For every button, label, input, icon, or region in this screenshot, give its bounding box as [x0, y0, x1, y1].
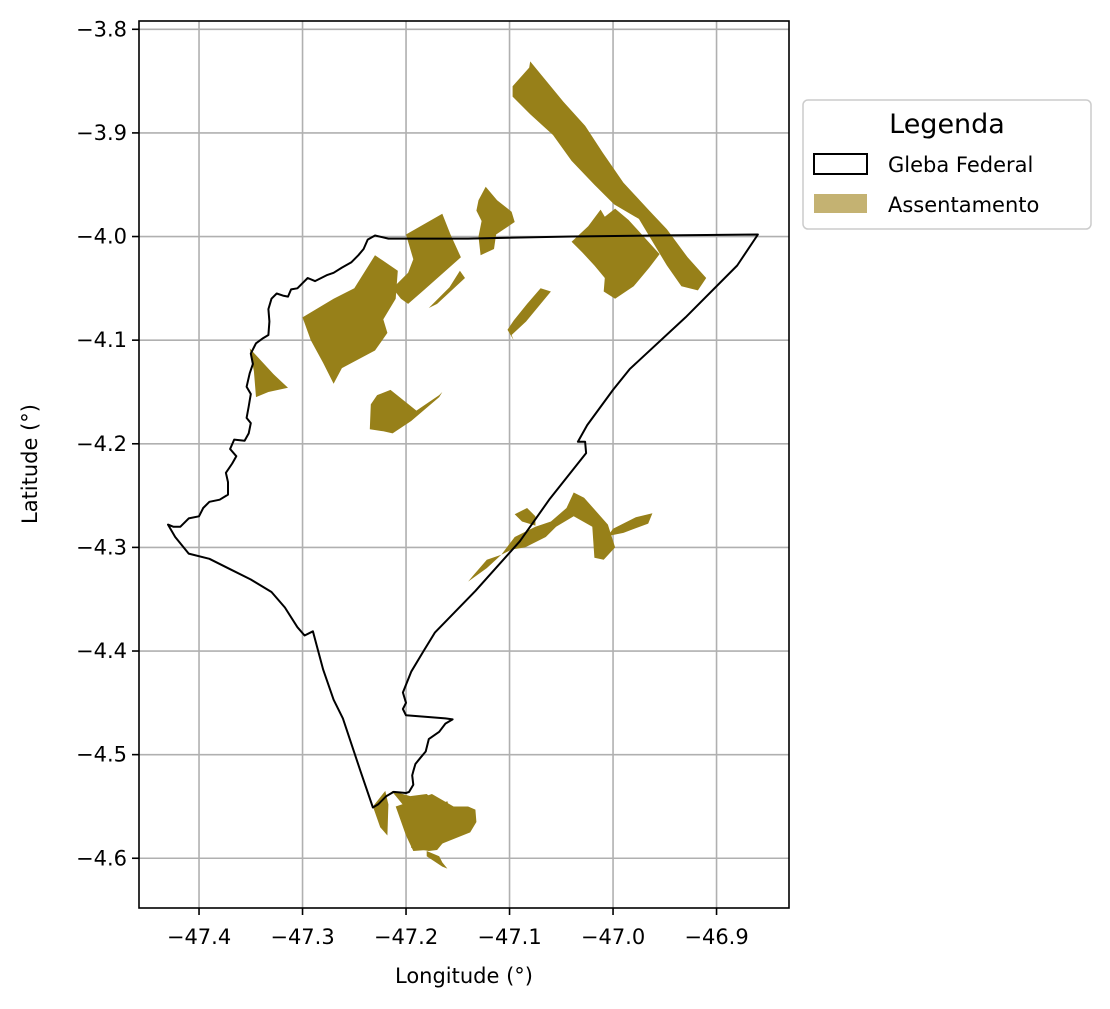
- assentamento-polygon: [302, 255, 398, 384]
- x-tick-label: −47.0: [581, 925, 645, 949]
- legend-swatch-assentamento: [814, 194, 867, 213]
- y-axis-title: Latitude (°): [18, 404, 42, 524]
- assentamento-polygon: [369, 389, 443, 434]
- assentamento-polygon: [426, 851, 448, 869]
- gleba-federal-layer: [167, 233, 759, 809]
- y-axis-ticks: −3.8 −3.9 −4.0 −4.1 −4.2 −4.3 −4.4 −4.5 −4.6: [76, 17, 139, 870]
- assentamento-polygon: [512, 61, 707, 291]
- legend-swatch-gleba-federal: [813, 153, 868, 175]
- assentamento-polygon: [392, 213, 461, 304]
- x-tick-label: −47.4: [167, 925, 231, 949]
- y-tick-label: −4.6: [76, 846, 127, 870]
- x-axis-title: Longitude (°): [395, 964, 533, 988]
- assentamento-polygon: [372, 790, 389, 836]
- y-tick-label: −4.5: [76, 743, 127, 767]
- grid-lines: [139, 21, 789, 908]
- y-tick-label: −4.3: [76, 535, 127, 559]
- x-tick-label: −47.2: [374, 925, 438, 949]
- x-tick-label: −47.1: [477, 925, 541, 949]
- legend: Legenda Gleba Federal Assentamento: [802, 99, 1092, 230]
- assentamento-polygon: [571, 208, 660, 299]
- gleba-federal-boundary: [167, 233, 759, 809]
- assentamento-layer: [249, 61, 707, 869]
- legend-label-gleba-federal: Gleba Federal: [888, 153, 1033, 177]
- x-axis-ticks: −47.4 −47.3 −47.2 −47.1 −47.0 −46.9: [167, 908, 749, 949]
- legend-title: Legenda: [889, 109, 1005, 140]
- assentamento-polygon: [395, 794, 477, 851]
- y-tick-label: −4.4: [76, 639, 127, 663]
- y-tick-label: −4.2: [76, 432, 127, 456]
- legend-label-assentamento: Assentamento: [888, 193, 1039, 217]
- assentamento-polygon: [468, 492, 616, 582]
- assentamento-polygon: [249, 348, 288, 398]
- x-tick-label: −46.9: [684, 925, 748, 949]
- assentamento-polygon: [607, 513, 653, 536]
- x-tick-label: −47.3: [270, 925, 334, 949]
- y-tick-label: −4.0: [76, 225, 127, 249]
- legend-box: [802, 99, 1092, 230]
- assentamento-polygon: [428, 270, 465, 308]
- y-tick-label: −3.9: [76, 121, 127, 145]
- y-tick-label: −3.8: [76, 17, 127, 41]
- plot-frame: [138, 20, 790, 909]
- assentamento-polygon: [507, 288, 551, 341]
- y-tick-label: −4.1: [76, 328, 127, 352]
- assentamento-polygon: [514, 508, 536, 526]
